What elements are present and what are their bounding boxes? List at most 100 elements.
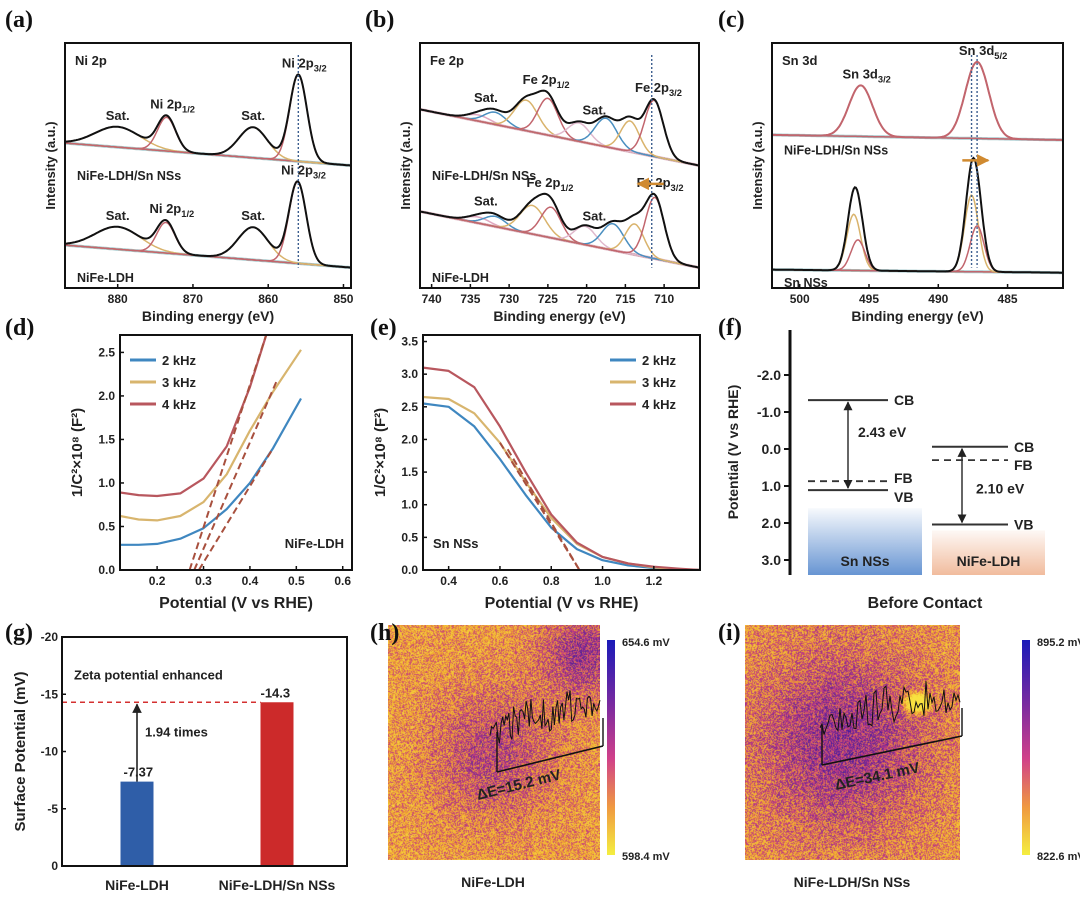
label-main: Fe 2p [527, 175, 561, 190]
label-main: Sat. [241, 108, 265, 123]
plot-area [65, 73, 351, 270]
material-name: NiFe-LDH [957, 553, 1021, 569]
label-main: Fe 2p [637, 175, 671, 190]
panel-letter: (d) [5, 315, 34, 341]
legend-label: 4 kHz [162, 397, 196, 412]
peak-label: Ni 2p1/2 [149, 201, 194, 219]
x-tick-label: 0.8 [543, 574, 560, 588]
x-tick-label: 880 [108, 292, 128, 306]
fit-component [772, 194, 1063, 274]
peak-label: Fe 2p1/2 [523, 72, 570, 90]
envelope-curve [65, 180, 351, 269]
plot-area [772, 60, 1063, 275]
y-tick-label: 0.5 [401, 530, 418, 544]
x-tick-label: 500 [790, 292, 810, 306]
kpfm-map-nife-ldh [388, 625, 600, 860]
fb-label: FB [1014, 457, 1033, 473]
bar-1 [260, 702, 294, 866]
y-tick-label: 1.5 [401, 465, 418, 479]
peak-label: Ni 2p3/2 [281, 162, 326, 180]
profile-baseline [821, 735, 963, 766]
y-tick-label: -15 [41, 687, 59, 701]
x-axis-label: Potential (V vs RHE) [159, 595, 313, 612]
label-subscript: 1/2 [182, 104, 195, 114]
y-tick-label: -5 [47, 802, 58, 816]
bar-0 [120, 781, 154, 866]
x-tick-label: 490 [928, 292, 948, 306]
label-subscript: 3/2 [313, 170, 326, 180]
core-level-title: Ni 2p [75, 53, 107, 68]
label-subscript: 5/2 [994, 51, 1007, 61]
cb-label: CB [894, 392, 914, 408]
linear-fit-dashed-line [506, 448, 581, 570]
colorbar-min-label: 598.4 mV [622, 851, 670, 863]
colorbar-max-label: 654.6 mV [622, 637, 670, 649]
plot-frame [422, 334, 701, 571]
linear-fit-dashed-line [198, 447, 274, 570]
sample-name: NiFe-LDH [432, 271, 489, 285]
envelope-curve [420, 192, 699, 269]
y-tick-label: 0.0 [98, 563, 115, 577]
bar-value-label: -14.3 [261, 685, 291, 700]
x-tick-label: 730 [499, 292, 519, 306]
fit-component [772, 213, 1063, 274]
panel-letter: (c) [718, 7, 745, 33]
legend-label: 2 kHz [162, 353, 196, 368]
peak-label: Sat. [582, 103, 606, 118]
y-axis-label: Potential (V vs RHE) [725, 385, 741, 520]
peak-label: Sn 3d3/2 [842, 66, 890, 84]
y-tick-label: 1.0 [401, 498, 418, 512]
panel-letter: (b) [365, 7, 394, 33]
colorbar [607, 640, 615, 855]
panel-letter: (a) [5, 7, 33, 33]
material-block [932, 530, 1045, 575]
band-gap-label: 2.10 eV [976, 481, 1025, 497]
fit-component [772, 239, 1063, 274]
legend-entry: 4 kHz [610, 397, 676, 412]
label-subscript: 3/2 [671, 183, 684, 193]
label-main: Sn 3d [842, 66, 877, 81]
y-axis-label: Intensity (a.u.) [750, 121, 765, 209]
x-tick-label: 850 [333, 292, 353, 306]
y-tick-label: 1.0 [762, 478, 782, 494]
material-bands: NiFe-LDH CB FB VB 2.10 eV [932, 439, 1045, 575]
fit-component [772, 84, 1063, 141]
y-axis-label: 1/C²×10⁸ (F²) [69, 408, 86, 497]
sample-name: Sn NSs [784, 276, 828, 290]
peak-label: Sat. [474, 194, 498, 209]
label-main: Sat. [241, 208, 265, 223]
label-main: Sat. [474, 90, 498, 105]
material-block [808, 508, 922, 575]
label-subscript: 3/2 [878, 74, 891, 84]
legend-entry: 3 kHz [130, 375, 196, 390]
band-diagram-panel: -2.0 -1.0 0.0 1.0 2.0 3.0 Potential (V vs RHE)… [725, 330, 1045, 612]
panel-letter: (i) [718, 620, 741, 646]
y-tick-label: -2.0 [757, 367, 781, 383]
line-profile-trace [819, 681, 961, 735]
y-tick-label: 1.5 [98, 432, 115, 446]
y-tick-label: 3.0 [762, 552, 782, 568]
x-tick-label: 0.6 [492, 574, 509, 588]
plot-area [120, 335, 302, 570]
peak-label: Ni 2p1/2 [150, 96, 195, 114]
label-subscript: 1/2 [557, 80, 570, 90]
legend-label: 2 kHz [642, 353, 676, 368]
y-tick-label: 3.0 [401, 367, 418, 381]
label-main: Ni 2p [149, 201, 181, 216]
y-axis-label: Intensity (a.u.) [43, 121, 58, 209]
peak-label: Sat. [241, 108, 265, 123]
x-tick-label: 0.4 [242, 574, 259, 588]
y-tick-label: 2.0 [762, 515, 782, 531]
legend-entry: 4 kHz [130, 397, 196, 412]
peak-label: Sat. [106, 208, 130, 223]
category-label: NiFe-LDH [105, 877, 169, 893]
peak-label: Sat. [106, 108, 130, 123]
mott-schottky-panel: 0.4 0.6 0.8 1.0 1.2 0.0 0.5 1.0 1.5 2.0 2.5 3.0 3.5 2… [372, 334, 701, 612]
peak-label: Fe 2p3/2 [635, 80, 682, 98]
envelope-curve [65, 73, 351, 167]
sample-name: NiFe-LDH/Sn NSs [784, 143, 888, 157]
plot-area [423, 366, 700, 570]
y-tick-label: 2.0 [98, 389, 115, 403]
plot-area [420, 89, 699, 270]
